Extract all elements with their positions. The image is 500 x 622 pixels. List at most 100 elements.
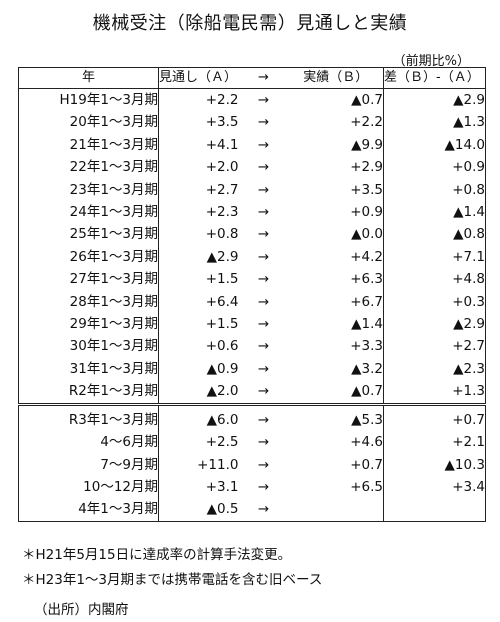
row-year: 20年1～3月期: [18, 111, 159, 134]
row-expected: +3.5: [158, 111, 239, 134]
table-row: R3年1～3月期 ▲6.0 → ▲5.3 +0.7: [18, 402, 486, 432]
row-diff: ▲10.3: [383, 453, 486, 476]
row-diff: +4.8: [383, 268, 486, 291]
row-diff: ▲2.9: [383, 88, 486, 112]
table-row: 30年1～3月期 +0.6 → +3.3 +2.7: [18, 335, 486, 358]
table-row: 22年1～3月期 +2.0 → +2.9 +0.9: [18, 156, 486, 179]
row-diff: +2.7: [383, 335, 486, 358]
row-year: 10～12月期: [18, 475, 159, 499]
row-expected: +2.0: [158, 156, 239, 179]
row-actual: ▲3.2: [288, 357, 384, 381]
row-actual: +4.6: [288, 431, 384, 454]
row-year: 31年1～3月期: [18, 357, 159, 381]
row-arrow: →: [257, 293, 270, 310]
page-title: 機械受注（除船電民需）見通しと実績: [92, 13, 408, 34]
row-year: 7～9月期: [18, 453, 159, 476]
row-diff: ▲1.4: [383, 201, 486, 224]
row-expected: +0.6: [158, 335, 239, 358]
row-actual: +6.7: [288, 290, 384, 314]
row-expected: +0.8: [158, 223, 239, 246]
row-year: H19年1～3月期: [18, 88, 159, 112]
row-arrow: →: [257, 159, 270, 176]
row-year: 4年1～3月期: [18, 498, 159, 522]
unit-label: （前期比%）: [392, 54, 470, 69]
row-diff: ▲0.8: [383, 223, 486, 246]
row-expected: ▲6.0: [158, 402, 239, 432]
table-row: 20年1～3月期 +3.5 → +2.2 ▲1.3: [18, 111, 486, 134]
table-row: 4～6月期 +2.5 → +4.6 +2.1: [18, 431, 486, 454]
row-expected: ▲0.5: [158, 498, 239, 522]
row-arrow: →: [257, 316, 270, 333]
header-actual: 実績（Ｂ）: [288, 67, 384, 89]
row-expected: +3.1: [158, 475, 239, 499]
note-calc-change: ＊H21年5月15日に達成率の計算手法変更。: [22, 547, 292, 563]
row-expected: +1.5: [158, 313, 239, 336]
row-actual: ▲5.3: [288, 402, 384, 432]
table-row: R2年1～3月期 ▲2.0 → ▲0.7 +1.3: [18, 380, 486, 405]
row-actual: +3.3: [288, 335, 384, 358]
row-year: R2年1～3月期: [18, 380, 159, 405]
row-year: 25年1～3月期: [18, 223, 159, 246]
row-actual: [288, 498, 384, 522]
row-actual: ▲0.7: [288, 380, 384, 405]
table-row: 23年1～3月期 +2.7 → +3.5 +0.8: [18, 178, 486, 202]
row-year: 21年1～3月期: [18, 133, 159, 157]
header-year: 年: [18, 67, 159, 89]
row-actual: ▲9.9: [288, 133, 384, 157]
table-row: 7～9月期 +11.0 → +0.7 ▲10.3: [18, 453, 486, 476]
row-expected: +2.7: [158, 178, 239, 202]
row-arrow: →: [257, 456, 270, 473]
row-arrow: →: [257, 360, 270, 377]
table-row: 25年1～3月期 +0.8 → ▲0.0 ▲0.8: [18, 223, 486, 246]
header-arrow: →: [238, 67, 289, 89]
row-diff: +0.3: [383, 290, 486, 314]
table-row: 31年1～3月期 ▲0.9 → ▲3.2 ▲2.3: [18, 357, 486, 381]
row-actual: +2.2: [288, 111, 384, 134]
header-expected: 見通し（Ａ）: [158, 67, 239, 89]
row-expected: ▲2.9: [158, 245, 239, 269]
row-diff: +1.3: [383, 380, 486, 405]
row-arrow: →: [257, 434, 270, 451]
row-diff: ▲1.3: [383, 111, 486, 134]
row-diff: +2.1: [383, 431, 486, 454]
row-actual: ▲0.7: [288, 88, 384, 112]
row-expected: +6.4: [158, 290, 239, 314]
row-expected: +2.2: [158, 88, 239, 112]
table-row: 21年1～3月期 +4.1 → ▲9.9 ▲14.0: [18, 133, 486, 157]
row-actual: +4.2: [288, 245, 384, 269]
row-diff: +7.1: [383, 245, 486, 269]
row-expected: +11.0: [158, 453, 239, 476]
table-row: 27年1～3月期 +1.5 → +6.3 +4.8: [18, 268, 486, 291]
row-year: 4～6月期: [18, 431, 159, 454]
row-actual: +3.5: [288, 178, 384, 202]
row-diff: +3.4: [383, 475, 486, 499]
row-year: 27年1～3月期: [18, 268, 159, 291]
row-expected: +2.5: [158, 431, 239, 454]
header-diff: 差（Ｂ）-（Ａ）: [383, 67, 486, 89]
row-year: 22年1～3月期: [18, 156, 159, 179]
table-row: 24年1～3月期 +2.3 → +0.9 ▲1.4: [18, 201, 486, 224]
row-arrow: →: [257, 114, 270, 131]
row-diff: +0.8: [383, 178, 486, 202]
row-year: 23年1～3月期: [18, 178, 159, 202]
row-arrow: →: [257, 181, 270, 198]
row-arrow: →: [257, 383, 270, 400]
row-actual: ▲1.4: [288, 313, 384, 336]
row-actual: +6.3: [288, 268, 384, 291]
source-note: （出所）内閣府: [34, 602, 129, 618]
row-arrow: →: [257, 92, 270, 108]
row-diff: [383, 498, 486, 522]
table-row: 10～12月期 +3.1 → +6.5 +3.4: [18, 475, 486, 499]
table-row: 29年1～3月期 +1.5 → ▲1.4 ▲2.9: [18, 313, 486, 336]
table-row: 4年1～3月期 ▲0.5 →: [18, 498, 486, 522]
row-expected: +2.3: [158, 201, 239, 224]
row-arrow: →: [257, 338, 270, 355]
table-row: H19年1～3月期 +2.2 → ▲0.7 ▲2.9: [18, 88, 486, 112]
row-expected: ▲2.0: [158, 380, 239, 405]
note-old-base: ＊H23年1～3月期までは携帯電話を含む旧ベース: [22, 572, 323, 588]
row-diff: ▲14.0: [383, 133, 486, 157]
row-diff: +0.9: [383, 156, 486, 179]
row-expected: +4.1: [158, 133, 239, 157]
row-arrow: →: [238, 402, 289, 432]
row-arrow: →: [238, 498, 289, 522]
